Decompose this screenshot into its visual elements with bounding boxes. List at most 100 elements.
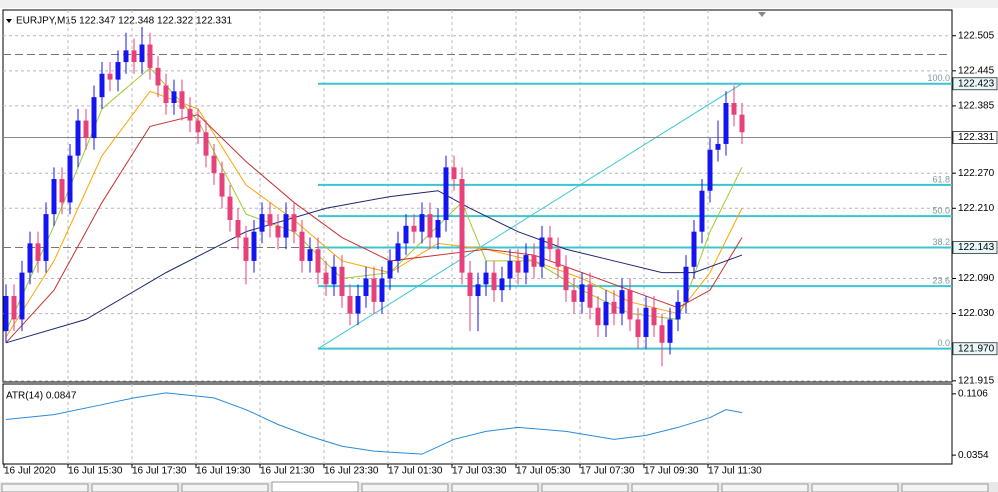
- candle-body: [147, 44, 153, 68]
- tab[interactable]: [631, 483, 719, 492]
- fib-trendline: [317, 83, 743, 350]
- candle-body: [395, 243, 401, 261]
- candle-body: [635, 319, 641, 337]
- x-tick-label: 17 Jul 11:30: [708, 466, 762, 477]
- tab[interactable]: [901, 483, 989, 492]
- candle-body: [43, 214, 49, 261]
- tab[interactable]: [811, 483, 899, 492]
- candle-body: [339, 266, 345, 297]
- candle-body: [307, 249, 313, 261]
- candle-body: [547, 237, 553, 250]
- y-tick-label: 122.210: [958, 203, 995, 214]
- candle-body: [683, 266, 689, 302]
- price-tag-label: 121.970: [958, 343, 995, 354]
- candle-body: [179, 91, 185, 109]
- x-tick-label: 16 Jul 15:30: [68, 466, 123, 477]
- candle-body: [171, 91, 177, 103]
- tab[interactable]: [361, 483, 449, 492]
- fib-label: 23.6: [932, 275, 950, 285]
- candle-body: [611, 301, 617, 314]
- candle-body: [403, 225, 409, 244]
- menu-arrow[interactable]: [6, 19, 12, 23]
- candle-body: [203, 132, 209, 156]
- candle-body: [515, 260, 521, 273]
- candle-body: [363, 278, 369, 297]
- candle-body: [115, 62, 121, 80]
- x-tick-label: 17 Jul 01:30: [388, 466, 443, 477]
- y-tick-label: 122.270: [958, 168, 995, 179]
- tab[interactable]: [91, 483, 179, 492]
- y-tick-label: 0.1106: [958, 388, 988, 399]
- candle-body: [523, 255, 529, 273]
- x-tick-label: 17 Jul 03:30: [452, 466, 507, 477]
- atr-title: ATR(14) 0.0847: [6, 391, 77, 402]
- candle-body: [499, 278, 505, 291]
- candle-body: [123, 50, 129, 63]
- candle-body: [675, 301, 681, 320]
- candle-body: [75, 120, 81, 156]
- price-tag-label: 122.423: [958, 78, 995, 89]
- atr-frame: [2, 383, 953, 465]
- y-tick-label: 122.030: [958, 308, 995, 319]
- price-tag: [952, 240, 998, 254]
- candle-body: [475, 284, 481, 297]
- candle-body: [195, 120, 201, 133]
- tab-active[interactable]: [271, 481, 359, 492]
- x-tick-label: 17 Jul 05:30: [516, 466, 571, 477]
- candle-body: [163, 85, 169, 103]
- candle-body: [427, 214, 433, 238]
- candle-body: [67, 155, 73, 203]
- candle-body: [643, 307, 649, 337]
- candle-body: [723, 103, 729, 144]
- candle-body: [251, 231, 257, 261]
- candle-body: [275, 225, 281, 238]
- x-tick-label: 17 Jul 07:30: [580, 466, 635, 477]
- candle-body: [739, 114, 745, 133]
- candle-body: [131, 50, 137, 63]
- tab[interactable]: [451, 483, 539, 492]
- candle-body: [651, 307, 657, 326]
- moving-average: [5, 190, 743, 344]
- candle-body: [379, 278, 385, 302]
- candle-body: [347, 296, 353, 314]
- tabs: [1, 481, 989, 492]
- tab[interactable]: [181, 483, 269, 492]
- fib-label: 61.8: [932, 174, 950, 184]
- candle-body: [291, 214, 297, 232]
- chart-header: EURJPY,M15 122.347 122.348 122.322 122.3…: [16, 16, 233, 27]
- fib-label: 100.0: [927, 73, 950, 83]
- tab[interactable]: [721, 483, 809, 492]
- candle-body: [283, 214, 289, 238]
- candle-body: [731, 103, 737, 115]
- candle-body: [667, 319, 673, 343]
- candle-body: [387, 260, 393, 279]
- candle-body: [459, 179, 465, 273]
- candle-body: [507, 260, 513, 279]
- candle-body: [579, 284, 585, 302]
- candle-body: [331, 266, 337, 285]
- y-tick-label: 121.915: [958, 375, 995, 386]
- toolbar: [0, 0, 998, 8]
- x-tick-label: 16 Jul 23:30: [324, 466, 379, 477]
- atr-line: [5, 392, 743, 455]
- tab[interactable]: [541, 483, 629, 492]
- candle-body: [491, 272, 497, 291]
- candle-body: [443, 167, 449, 220]
- candle-body: [659, 325, 665, 343]
- candle-body: [35, 243, 41, 261]
- candle-body: [107, 73, 113, 80]
- candle-body: [91, 97, 97, 139]
- candle-body: [571, 290, 577, 302]
- candle-body: [11, 296, 17, 320]
- candle-body: [715, 143, 721, 150]
- x-tick-label: 16 Jul 21:30: [260, 466, 315, 477]
- candle-body: [187, 108, 193, 121]
- candle-body: [435, 219, 441, 238]
- y-tick-label: 0.0354: [958, 450, 989, 461]
- candle-body: [227, 196, 233, 220]
- candle-body: [411, 225, 417, 232]
- tab[interactable]: [1, 483, 89, 492]
- y-tick-label: 122.090: [958, 273, 995, 284]
- price-tag-label: 122.331: [958, 132, 995, 143]
